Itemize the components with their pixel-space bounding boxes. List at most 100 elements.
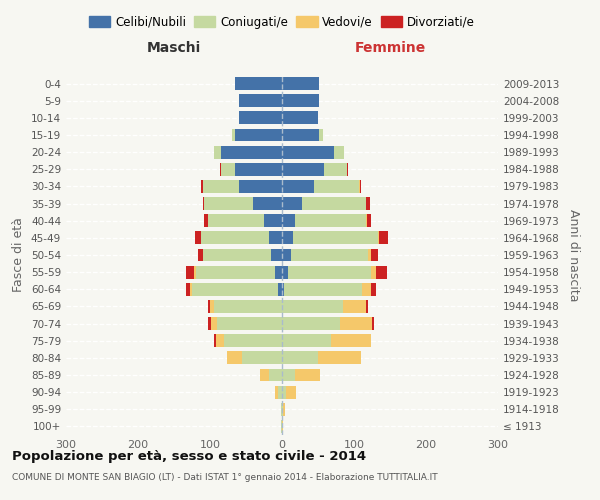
Bar [196, 266, 275, 278]
Text: Popolazione per età, sesso e stato civile - 2014: Popolazione per età, sesso e stato civil… [12, 450, 366, 463]
Bar [224, 334, 282, 347]
Bar [281, 420, 282, 433]
Bar [368, 248, 371, 262]
Bar [235, 163, 282, 175]
Bar [366, 300, 368, 313]
Bar [192, 283, 278, 296]
Bar [269, 368, 282, 382]
Bar [282, 334, 331, 347]
Bar [371, 248, 378, 262]
Bar [331, 334, 371, 347]
Bar [199, 248, 203, 262]
Bar [221, 146, 282, 158]
Y-axis label: Fasce di età: Fasce di età [13, 218, 25, 292]
Bar [282, 232, 293, 244]
Bar [260, 368, 269, 382]
Legend: Celibi/Nubili, Coniugati/e, Vedovi/e, Divorziati/e: Celibi/Nubili, Coniugati/e, Vedovi/e, Di… [84, 11, 480, 34]
Bar [278, 386, 282, 398]
Bar [203, 197, 204, 210]
Bar [371, 283, 376, 296]
Bar [340, 317, 372, 330]
Bar [365, 214, 367, 227]
Bar [334, 146, 344, 158]
Bar [214, 146, 221, 158]
Bar [290, 248, 368, 262]
Bar [376, 266, 387, 278]
Bar [282, 368, 295, 382]
Bar [362, 283, 371, 296]
Bar [367, 214, 371, 227]
Bar [194, 266, 196, 278]
Bar [214, 300, 282, 313]
Bar [204, 214, 208, 227]
Bar [227, 352, 242, 364]
Bar [318, 352, 361, 364]
Bar [282, 77, 319, 90]
Bar [365, 197, 366, 210]
Bar [295, 214, 365, 227]
Bar [208, 317, 211, 330]
Bar [264, 214, 282, 227]
Bar [371, 266, 376, 278]
Bar [282, 300, 343, 313]
Bar [214, 334, 216, 347]
Bar [286, 386, 296, 398]
Bar [282, 180, 314, 193]
Bar [314, 180, 359, 193]
Bar [288, 266, 371, 278]
Bar [220, 163, 221, 175]
Bar [282, 403, 283, 415]
Bar [282, 128, 319, 141]
Text: COMUNE DI MONTE SAN BIAGIO (LT) - Dati ISTAT 1° gennaio 2014 - Elaborazione TUTT: COMUNE DI MONTE SAN BIAGIO (LT) - Dati I… [12, 472, 437, 482]
Bar [324, 163, 347, 175]
Bar [242, 352, 282, 364]
Bar [216, 334, 224, 347]
Bar [293, 232, 378, 244]
Bar [282, 266, 288, 278]
Bar [302, 197, 365, 210]
Text: Femmine: Femmine [355, 41, 425, 55]
Bar [282, 214, 295, 227]
Bar [208, 214, 264, 227]
Bar [185, 283, 190, 296]
Bar [195, 232, 200, 244]
Bar [282, 94, 319, 107]
Bar [282, 112, 318, 124]
Bar [319, 128, 323, 141]
Bar [190, 283, 192, 296]
Bar [282, 248, 290, 262]
Bar [185, 266, 194, 278]
Bar [360, 180, 361, 193]
Bar [378, 232, 379, 244]
Bar [366, 197, 370, 210]
Bar [203, 248, 271, 262]
Bar [282, 352, 318, 364]
Bar [282, 283, 284, 296]
Bar [204, 197, 253, 210]
Bar [211, 317, 217, 330]
Bar [282, 163, 324, 175]
Bar [221, 163, 235, 175]
Bar [235, 128, 282, 141]
Bar [282, 386, 286, 398]
Bar [281, 403, 282, 415]
Bar [278, 283, 282, 296]
Bar [235, 77, 282, 90]
Bar [275, 266, 282, 278]
Bar [282, 420, 283, 433]
Bar [271, 248, 282, 262]
Bar [208, 300, 210, 313]
Bar [239, 112, 282, 124]
Bar [282, 146, 334, 158]
Bar [284, 283, 362, 296]
Bar [343, 300, 366, 313]
Bar [372, 317, 374, 330]
Y-axis label: Anni di nascita: Anni di nascita [568, 209, 580, 301]
Bar [275, 386, 278, 398]
Bar [202, 180, 203, 193]
Bar [232, 128, 235, 141]
Bar [203, 180, 239, 193]
Bar [379, 232, 388, 244]
Bar [295, 368, 320, 382]
Bar [239, 94, 282, 107]
